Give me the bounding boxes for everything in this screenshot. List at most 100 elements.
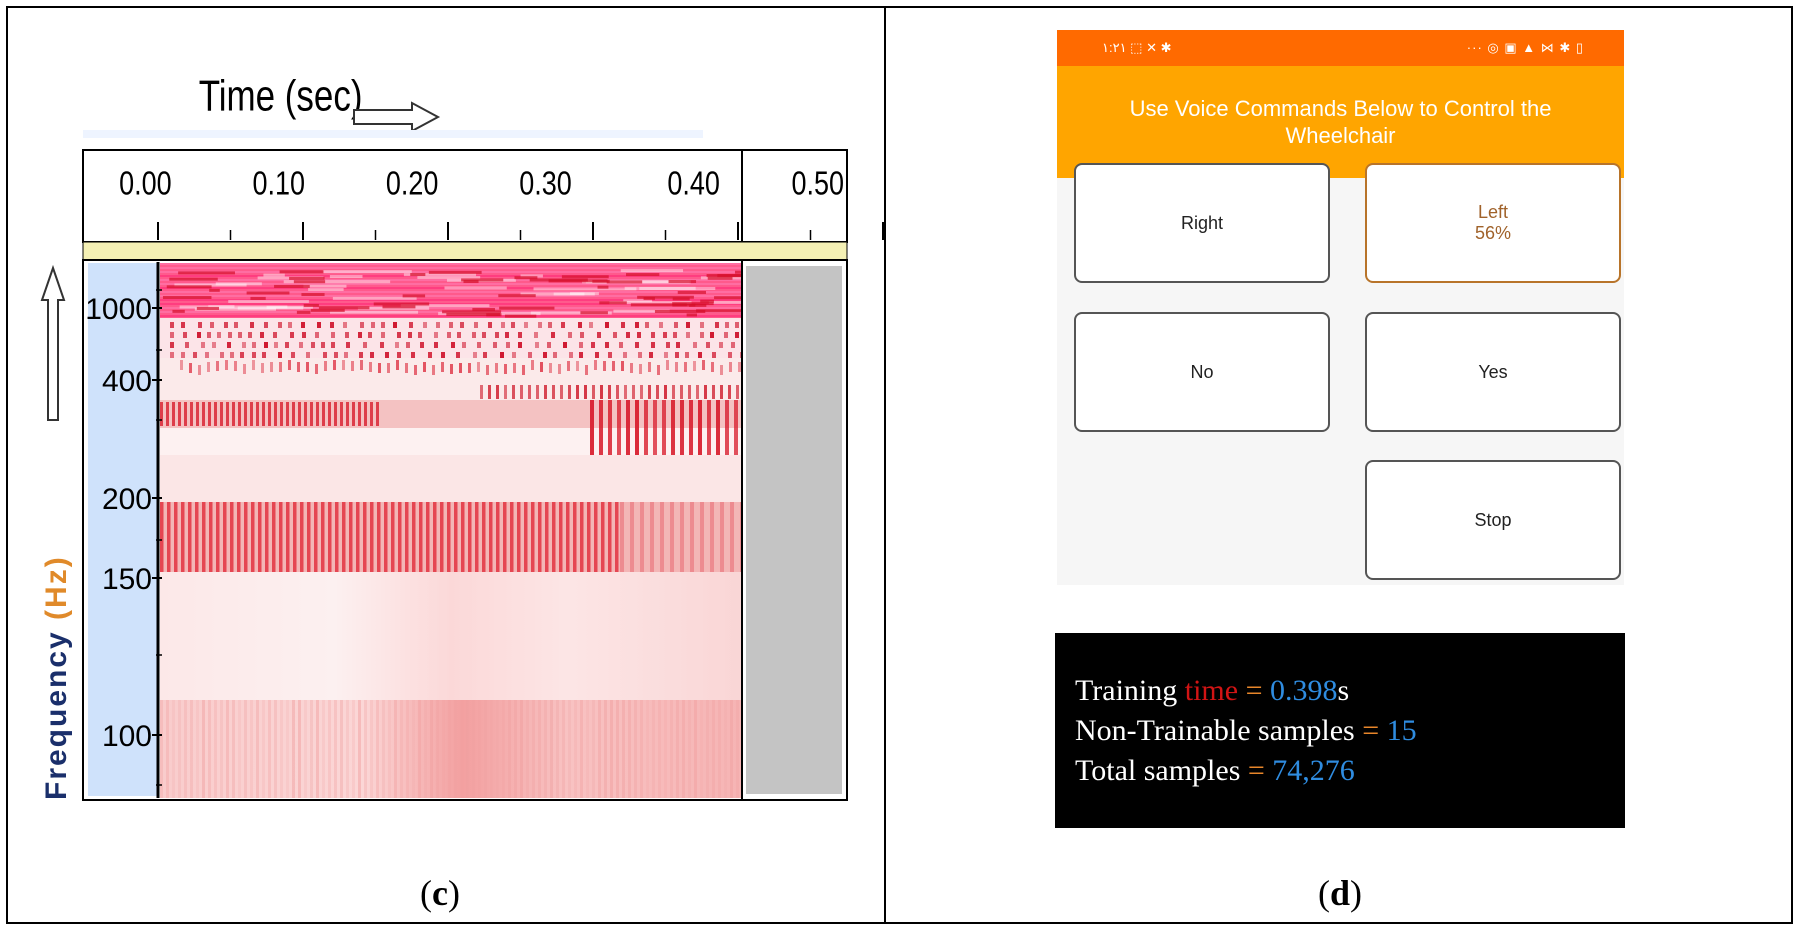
- band-150-stripe: [314, 502, 318, 572]
- band-300-stripe: [310, 402, 313, 426]
- band-400-dot: [324, 361, 327, 371]
- band-150-stripe: [475, 502, 479, 572]
- band-600-dot: [230, 352, 234, 358]
- band-150-stripe: [384, 502, 388, 572]
- band-300-stripe: [238, 402, 241, 426]
- band-600-dot: [299, 342, 303, 348]
- band-top-red: [580, 311, 607, 314]
- band-low-stripe: [196, 700, 199, 798]
- band-low-stripe: [652, 700, 655, 798]
- band-top-red: [374, 302, 429, 305]
- band-600-dot: [358, 332, 362, 338]
- band-600-dot: [580, 332, 584, 338]
- band-150-stripe: [391, 502, 395, 572]
- band-150-stripe-faint: [680, 502, 684, 572]
- y-tick-label: 400: [102, 365, 152, 398]
- band-600-dot: [205, 352, 209, 358]
- band-top-red: [382, 305, 415, 308]
- band-150-stripe: [377, 502, 381, 572]
- band-top-red: [678, 291, 706, 294]
- band-150-stripe: [573, 502, 577, 572]
- band-top-red: [708, 277, 733, 280]
- band-600-dot: [330, 322, 334, 328]
- y-tick-label: 150: [102, 563, 152, 596]
- band-600-dot: [368, 332, 372, 338]
- band-400-dot: [369, 362, 372, 372]
- band-450-dot: [720, 385, 723, 399]
- band-450-dot: [680, 385, 683, 399]
- band-low-stripe: [580, 700, 583, 798]
- band-150-stripe: [202, 502, 206, 572]
- stats-line-training-time: Training time = 0.398s: [1075, 671, 1625, 711]
- band-400-dot: [297, 362, 300, 372]
- band-300-right-stripe: [689, 400, 693, 455]
- band-low-stripe: [586, 700, 589, 798]
- x-tick-label: 0.30: [519, 166, 572, 202]
- band-150-stripe: [468, 502, 472, 572]
- band-450-dot: [640, 385, 643, 399]
- band-low-stripe: [472, 700, 475, 798]
- band-450-dot: [536, 385, 539, 399]
- band-low-stripe: [340, 700, 343, 798]
- band-600-dot: [321, 342, 325, 348]
- band-600-dot: [238, 332, 242, 338]
- right-button[interactable]: Right: [1074, 163, 1330, 283]
- band-low-stripe: [430, 700, 433, 798]
- yes-button[interactable]: Yes: [1365, 312, 1621, 432]
- band-300-right-stripe: [662, 400, 666, 455]
- band-low-stripe: [670, 700, 673, 798]
- band-150-stripe: [545, 502, 549, 572]
- band-450-dot: [696, 385, 699, 399]
- band-600-dot: [666, 342, 670, 348]
- band-low-stripe: [574, 700, 577, 798]
- band-300-right-stripe: [599, 400, 603, 455]
- band-150-stripe: [426, 502, 430, 572]
- band-150-stripe: [517, 502, 521, 572]
- band-600-dot: [675, 352, 679, 358]
- band-400-dot: [468, 363, 471, 373]
- band-600-dot: [252, 342, 256, 348]
- frequency-arrow-icon: [42, 268, 64, 420]
- band-150-stripe-faint: [700, 502, 704, 572]
- band-400-dot: [333, 360, 336, 370]
- band-150-stripe: [398, 502, 402, 572]
- band-600-dot: [207, 332, 211, 338]
- band-600-dot: [273, 332, 277, 338]
- band-600-dot: [317, 322, 321, 328]
- band-top-red: [626, 273, 659, 276]
- band-450-dot: [648, 385, 651, 399]
- band-300-right-stripe: [608, 400, 612, 455]
- no-button[interactable]: No: [1074, 312, 1330, 432]
- band-150-stripe: [300, 502, 304, 572]
- band-400-dot: [189, 363, 192, 373]
- band-600-dot: [395, 342, 399, 348]
- band-low-stripe: [454, 700, 457, 798]
- band-300-stripe: [208, 402, 211, 426]
- stop-button[interactable]: Stop: [1365, 460, 1621, 580]
- left-button[interactable]: Left 56%: [1365, 163, 1621, 283]
- band-150-stripe: [349, 502, 353, 572]
- band-600-dot: [345, 332, 349, 338]
- band-600-dot: [371, 322, 375, 328]
- band-300-stripe: [328, 402, 331, 426]
- band-150-stripe: [580, 502, 584, 572]
- status-right: ··· ◎ ▣ ▲ ⋈ ✱ ▯: [1467, 40, 1584, 56]
- band-low-stripe: [220, 700, 223, 798]
- band-600-dot: [334, 352, 338, 358]
- left-button-confidence: 56%: [1475, 223, 1511, 244]
- x-tick-label: 0.20: [386, 166, 439, 202]
- band-low-stripe: [190, 700, 193, 798]
- band-300-stripe: [262, 402, 265, 426]
- band-low-stripe: [244, 700, 247, 798]
- band-low-stripe: [394, 700, 397, 798]
- band-top-white: [639, 287, 715, 290]
- band-400-dot: [504, 364, 507, 374]
- band-low-stripe: [502, 700, 505, 798]
- band-400-dot: [252, 360, 255, 370]
- band-600-dot: [264, 322, 268, 328]
- band-300-stripe: [256, 402, 259, 426]
- band-600-dot: [397, 332, 401, 338]
- band-top-red: [429, 271, 482, 274]
- band-600-dot: [518, 342, 522, 348]
- band-top-red: [319, 306, 369, 309]
